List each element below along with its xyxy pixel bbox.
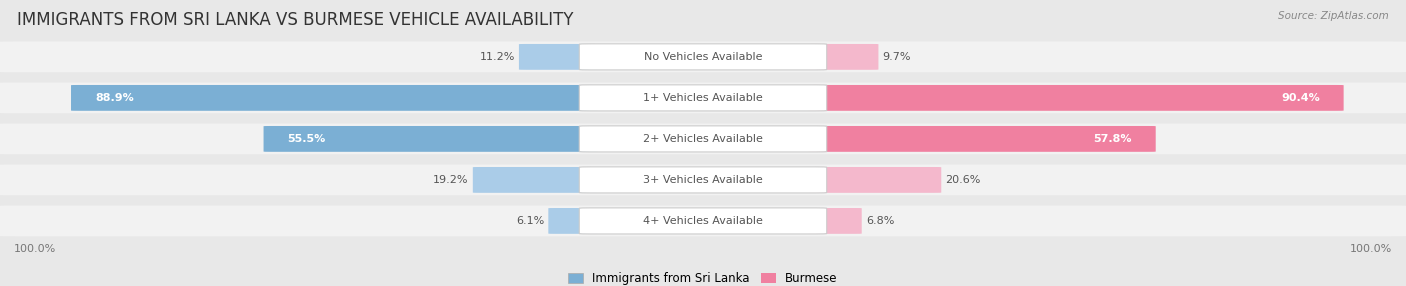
Text: 57.8%: 57.8% bbox=[1094, 134, 1132, 144]
Text: 4+ Vehicles Available: 4+ Vehicles Available bbox=[643, 216, 763, 226]
FancyBboxPatch shape bbox=[808, 126, 1156, 152]
FancyBboxPatch shape bbox=[579, 85, 827, 111]
Text: Source: ZipAtlas.com: Source: ZipAtlas.com bbox=[1278, 11, 1389, 21]
FancyBboxPatch shape bbox=[808, 167, 941, 193]
FancyBboxPatch shape bbox=[579, 44, 827, 70]
Text: 100.0%: 100.0% bbox=[14, 244, 56, 254]
Text: 1+ Vehicles Available: 1+ Vehicles Available bbox=[643, 93, 763, 103]
Text: 100.0%: 100.0% bbox=[1350, 244, 1392, 254]
FancyBboxPatch shape bbox=[72, 85, 598, 111]
FancyBboxPatch shape bbox=[808, 44, 879, 70]
Legend: Immigrants from Sri Lanka, Burmese: Immigrants from Sri Lanka, Burmese bbox=[568, 272, 838, 285]
FancyBboxPatch shape bbox=[0, 124, 1406, 154]
Text: 3+ Vehicles Available: 3+ Vehicles Available bbox=[643, 175, 763, 185]
FancyBboxPatch shape bbox=[0, 164, 1406, 195]
FancyBboxPatch shape bbox=[579, 208, 827, 234]
FancyBboxPatch shape bbox=[579, 126, 827, 152]
FancyBboxPatch shape bbox=[263, 126, 598, 152]
Text: 90.4%: 90.4% bbox=[1281, 93, 1320, 103]
Text: 6.1%: 6.1% bbox=[516, 216, 544, 226]
Text: 11.2%: 11.2% bbox=[479, 52, 515, 62]
FancyBboxPatch shape bbox=[519, 44, 598, 70]
FancyBboxPatch shape bbox=[808, 85, 1344, 111]
Text: 20.6%: 20.6% bbox=[945, 175, 981, 185]
Text: 6.8%: 6.8% bbox=[866, 216, 894, 226]
Text: 2+ Vehicles Available: 2+ Vehicles Available bbox=[643, 134, 763, 144]
Text: IMMIGRANTS FROM SRI LANKA VS BURMESE VEHICLE AVAILABILITY: IMMIGRANTS FROM SRI LANKA VS BURMESE VEH… bbox=[17, 11, 574, 29]
FancyBboxPatch shape bbox=[472, 167, 598, 193]
Text: No Vehicles Available: No Vehicles Available bbox=[644, 52, 762, 62]
Text: 19.2%: 19.2% bbox=[433, 175, 468, 185]
FancyBboxPatch shape bbox=[808, 208, 862, 234]
FancyBboxPatch shape bbox=[0, 206, 1406, 236]
FancyBboxPatch shape bbox=[579, 167, 827, 193]
Text: 9.7%: 9.7% bbox=[883, 52, 911, 62]
FancyBboxPatch shape bbox=[548, 208, 598, 234]
FancyBboxPatch shape bbox=[0, 82, 1406, 113]
FancyBboxPatch shape bbox=[0, 41, 1406, 72]
Text: 88.9%: 88.9% bbox=[96, 93, 134, 103]
Text: 55.5%: 55.5% bbox=[287, 134, 326, 144]
